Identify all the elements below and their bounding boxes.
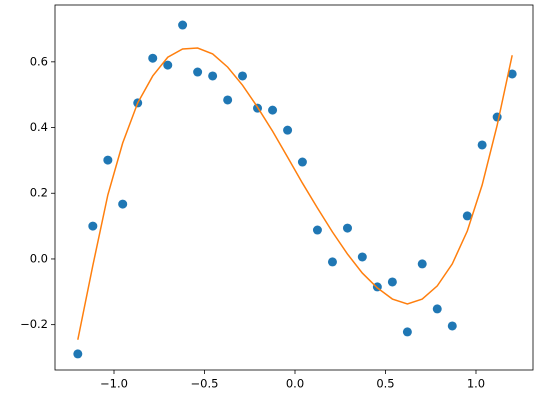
y-tick-label: −0.2	[20, 317, 48, 331]
data-point	[312, 225, 322, 235]
data-point	[402, 327, 412, 337]
data-point	[223, 95, 233, 105]
data-point	[432, 304, 442, 314]
y-tick-label: 0.0	[30, 251, 48, 265]
data-point	[103, 155, 113, 165]
data-point	[88, 221, 98, 231]
data-point	[118, 199, 128, 209]
data-point	[283, 125, 293, 135]
x-tick-label: 1.0	[467, 377, 485, 391]
x-tick-label: −0.5	[191, 377, 219, 391]
y-tick-label: 0.2	[30, 186, 48, 200]
x-tick-label: 0.5	[376, 377, 394, 391]
data-point	[417, 259, 427, 269]
data-point	[178, 20, 188, 30]
fit-line	[77, 47, 513, 340]
data-point	[297, 157, 307, 167]
data-point	[447, 321, 457, 331]
data-point	[163, 60, 173, 70]
data-point	[342, 223, 352, 233]
x-tick-label: −1.0	[100, 377, 128, 391]
data-point	[238, 71, 248, 81]
data-point	[507, 69, 517, 79]
x-tick-label: 0.0	[286, 377, 304, 391]
data-point	[73, 349, 83, 359]
plot-frame	[54, 4, 534, 371]
data-point	[387, 277, 397, 287]
data-point	[208, 71, 218, 81]
data-point	[357, 252, 367, 262]
data-point	[193, 67, 203, 77]
data-point	[462, 211, 472, 221]
data-point	[327, 257, 337, 267]
y-tick-label: 0.4	[30, 120, 48, 134]
data-point	[268, 105, 278, 115]
data-point	[477, 140, 487, 150]
data-point	[148, 53, 158, 63]
y-tick-label: 0.6	[30, 54, 48, 68]
